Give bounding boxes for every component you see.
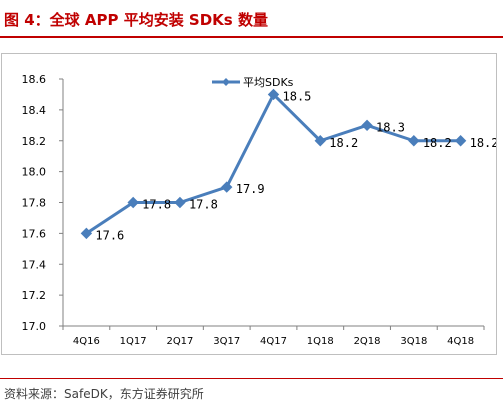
x-tick-label: 4Q18 bbox=[447, 336, 474, 347]
figure-title: 图 4：全球 APP 平均安装 SDKs 数量 bbox=[4, 11, 268, 29]
data-label: 18.2 bbox=[329, 136, 358, 150]
source-divider bbox=[0, 378, 503, 379]
y-tick-label: 17.6 bbox=[22, 227, 47, 240]
y-tick-label: 18.6 bbox=[22, 73, 47, 86]
line-chart: 17.0 17.2 17.4 17.6 17.8 18.0 18.2 18.4 18.6 4Q16… bbox=[22, 73, 497, 347]
data-point-marker bbox=[80, 227, 93, 240]
x-tick-label: 1Q18 bbox=[307, 336, 334, 347]
y-tick-label: 17.8 bbox=[22, 197, 47, 210]
data-label: 18.3 bbox=[376, 120, 405, 134]
legend-label: 平均SDKs bbox=[243, 76, 294, 89]
data-point-marker bbox=[361, 119, 373, 132]
x-tick-label: 2Q17 bbox=[166, 336, 193, 347]
data-label: 17.8 bbox=[142, 198, 171, 212]
data-point-marker bbox=[314, 135, 326, 147]
y-tick-label: 17.2 bbox=[22, 289, 47, 302]
x-tick-label: 4Q17 bbox=[260, 336, 287, 347]
data-label: 18.2 bbox=[470, 136, 496, 150]
chart-frame: 17.0 17.2 17.4 17.6 17.8 18.0 18.2 18.4 18.6 4Q16… bbox=[1, 53, 497, 355]
series-line bbox=[85, 92, 461, 235]
x-tick-label: 4Q16 bbox=[73, 336, 100, 347]
title-divider bbox=[0, 36, 503, 38]
data-point-marker bbox=[221, 181, 233, 193]
y-tick-label: 18.2 bbox=[22, 135, 47, 148]
data-point-marker bbox=[174, 196, 186, 209]
legend-swatch-marker bbox=[222, 78, 230, 86]
data-point-marker bbox=[267, 88, 280, 101]
x-tick-label: 2Q18 bbox=[354, 336, 381, 347]
x-tick-label: 3Q18 bbox=[400, 336, 427, 347]
source-note: 资料来源：SafeDK，东方证券研究所 bbox=[4, 387, 204, 401]
data-point-marker bbox=[127, 196, 139, 209]
x-tick-label: 1Q17 bbox=[120, 336, 147, 347]
x-tick-label: 3Q17 bbox=[213, 336, 240, 347]
data-label: 17.8 bbox=[189, 198, 218, 212]
y-tick-label: 18.4 bbox=[22, 104, 47, 117]
data-point-marker bbox=[454, 135, 467, 147]
data-point-marker bbox=[408, 135, 420, 147]
data-label: 18.5 bbox=[283, 89, 312, 103]
data-label: 17.6 bbox=[95, 228, 124, 242]
y-tick-label: 17.0 bbox=[22, 320, 47, 333]
y-tick-label: 17.4 bbox=[22, 258, 47, 271]
y-tick-label: 18.0 bbox=[22, 166, 47, 179]
data-label: 17.9 bbox=[236, 182, 265, 196]
data-label: 18.2 bbox=[423, 136, 452, 150]
